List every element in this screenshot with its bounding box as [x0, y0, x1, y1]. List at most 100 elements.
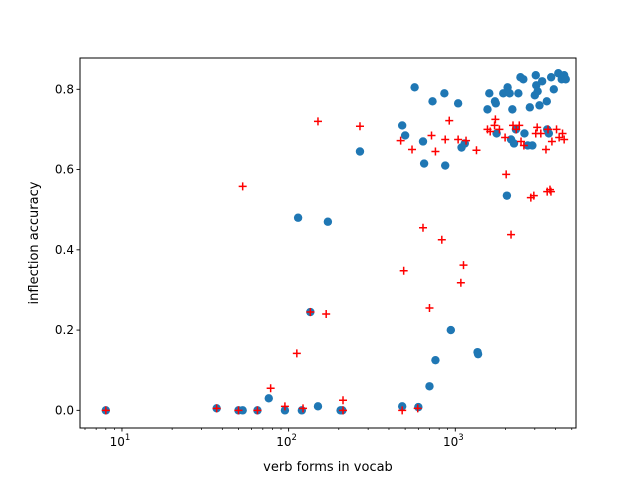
data-point-circle — [446, 325, 456, 335]
data-point-circle — [535, 101, 544, 110]
y-axis: 0.0 0.2 0.4 0.6 0.8 — [55, 82, 80, 417]
data-point-circle — [537, 77, 547, 86]
y-tick-label: 0.4 — [55, 243, 74, 257]
data-point-plus — [491, 115, 500, 124]
data-point-plus — [339, 396, 348, 405]
data-point-circle — [400, 131, 410, 140]
data-point-circle — [520, 129, 529, 138]
data-point-plus — [212, 404, 221, 413]
data-point-circle — [525, 103, 535, 112]
data-point-circle — [508, 105, 517, 114]
data-point-plus — [472, 146, 481, 155]
data-point-plus — [280, 402, 289, 411]
data-point-circle — [313, 402, 323, 411]
data-point-circle — [528, 141, 537, 150]
data-point-circle — [297, 406, 307, 415]
data-point-plus — [413, 404, 422, 413]
data-point-plus — [408, 145, 417, 154]
data-point-plus — [552, 125, 561, 134]
data-point-plus — [502, 170, 511, 179]
data-point-circle — [397, 402, 407, 411]
data-point-plus — [454, 135, 463, 144]
data-point-plus — [558, 129, 567, 138]
y-tick-label: 0.0 — [55, 403, 74, 417]
data-point-circle — [293, 213, 303, 222]
data-point-plus — [431, 147, 440, 156]
data-point-plus — [418, 223, 427, 232]
data-point-plus — [234, 406, 243, 415]
data-point-plus — [101, 406, 110, 415]
data-point-circle — [531, 71, 540, 80]
data-point-circle — [561, 75, 570, 84]
data-point-circle — [509, 139, 519, 148]
x-axis-label: verb forms in vocab — [263, 460, 393, 475]
y-tick-label: 0.6 — [55, 163, 74, 177]
data-point-plus — [533, 123, 542, 132]
data-point-plus — [486, 127, 495, 136]
data-point-circle — [514, 89, 523, 98]
data-point-plus — [544, 125, 553, 134]
data-point-plus — [399, 266, 408, 275]
data-point-plus — [355, 122, 364, 131]
series-layer — [101, 69, 570, 415]
data-point-circle — [397, 121, 407, 130]
data-point-circle — [264, 394, 273, 403]
data-point-circle — [502, 191, 512, 200]
data-point-plus — [517, 137, 526, 146]
data-point-circle — [280, 406, 290, 415]
data-point-circle — [533, 87, 542, 96]
data-point-plus — [437, 235, 446, 244]
data-point-circle — [453, 99, 463, 108]
data-point-plus — [462, 136, 471, 145]
data-point-plus — [306, 308, 315, 317]
data-point-plus — [445, 116, 454, 125]
data-point-plus — [427, 131, 436, 140]
data-point-circle — [473, 349, 483, 359]
data-point-plus — [292, 349, 301, 358]
plot-area — [80, 58, 576, 428]
data-point-plus — [519, 141, 528, 150]
data-point-circle — [544, 129, 554, 138]
data-point-plus — [339, 406, 348, 415]
data-point-circle — [483, 105, 492, 114]
data-point-plus — [529, 191, 538, 200]
series-plus-markers — [101, 115, 569, 415]
data-point-circle — [499, 89, 508, 98]
data-point-circle — [419, 159, 429, 168]
data-point-circle — [549, 85, 558, 94]
plot-frame — [79, 57, 577, 429]
data-point-circle — [542, 97, 551, 106]
data-point-circle — [546, 73, 556, 82]
data-point-plus — [238, 182, 247, 191]
data-point-plus — [546, 187, 555, 196]
data-point-plus — [512, 125, 521, 134]
data-point-plus — [396, 136, 405, 145]
data-point-circle — [418, 137, 428, 146]
y-tick-label: 0.2 — [55, 323, 74, 337]
data-point-circle — [519, 75, 528, 84]
data-point-circle — [428, 97, 437, 106]
data-point-plus — [501, 133, 510, 142]
data-point-plus — [398, 406, 407, 415]
data-point-plus — [425, 304, 434, 313]
data-point-plus — [515, 121, 524, 130]
data-point-circle — [491, 99, 500, 108]
data-point-plus — [253, 406, 262, 415]
y-tick-label: 0.8 — [55, 82, 74, 96]
data-point-circle — [440, 89, 449, 98]
data-point-plus — [266, 384, 275, 393]
data-point-plus — [536, 129, 545, 138]
data-point-plus — [490, 121, 499, 130]
data-point-plus — [541, 145, 550, 154]
data-point-plus — [560, 135, 569, 144]
data-point-circle — [505, 89, 514, 98]
data-point-circle — [431, 355, 440, 365]
data-point-circle — [410, 83, 419, 92]
data-point-circle — [441, 161, 450, 170]
data-point-plus — [555, 133, 564, 142]
data-point-circle — [425, 382, 434, 391]
data-point-plus — [459, 261, 468, 270]
data-point-plus — [507, 230, 516, 239]
data-point-plus — [441, 135, 450, 144]
